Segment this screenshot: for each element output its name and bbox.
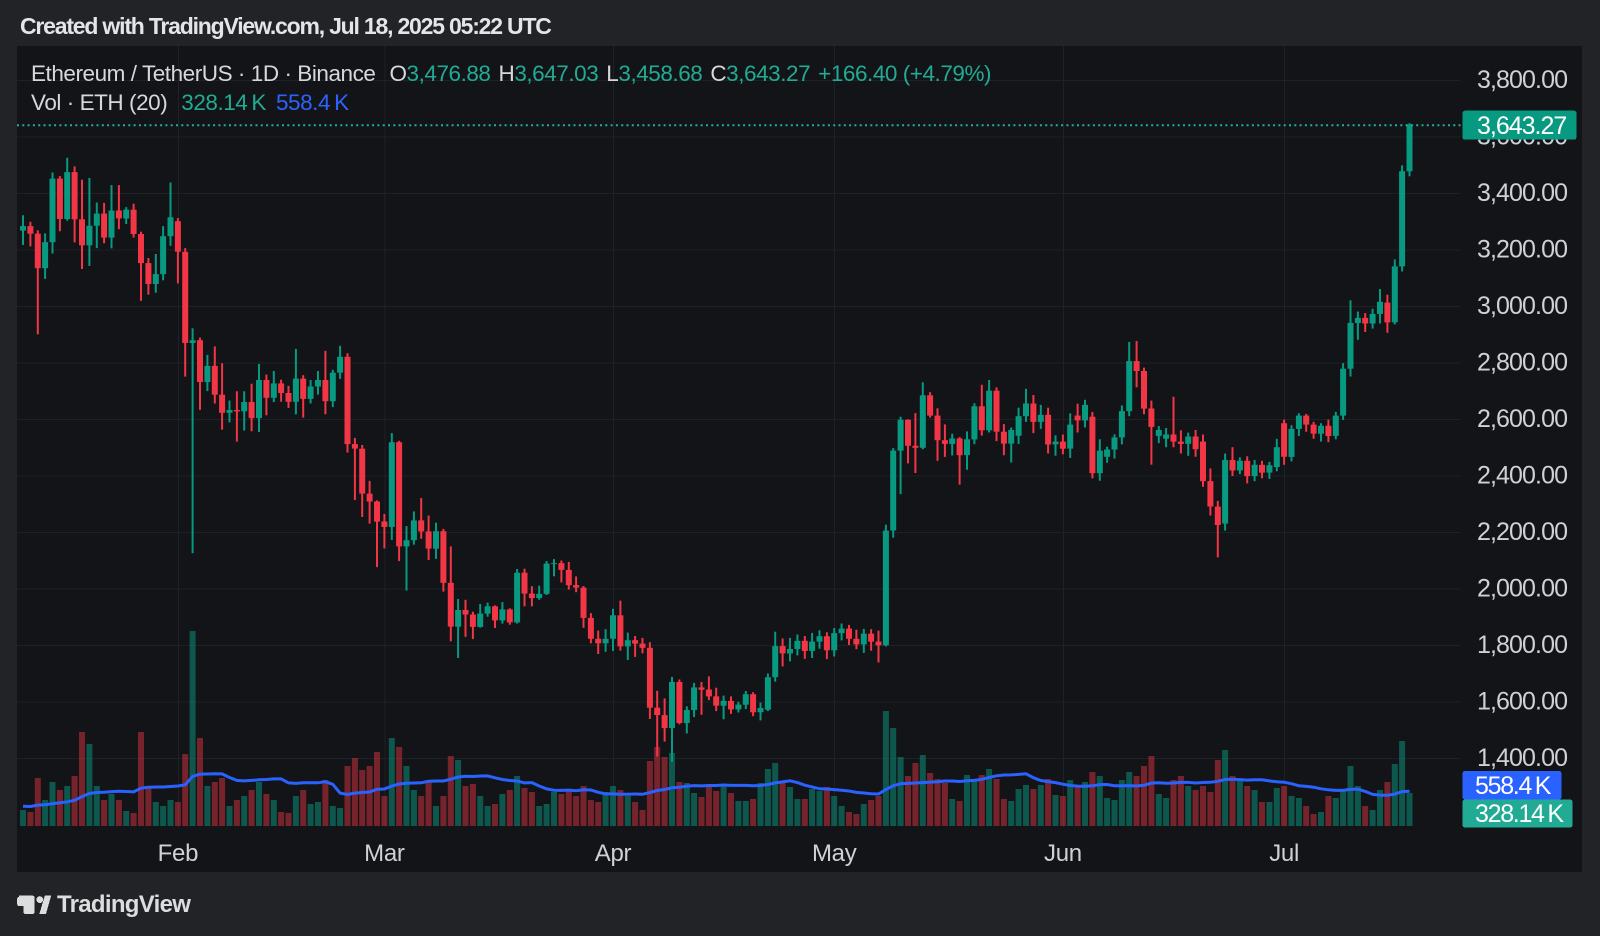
- svg-text:1,600.00: 1,600.00: [1477, 688, 1567, 716]
- svg-text:Feb: Feb: [158, 840, 198, 867]
- svg-text:Mar: Mar: [364, 840, 405, 867]
- svg-text:May: May: [812, 840, 857, 867]
- svg-text:Created with TradingView.com,: Created with TradingView.com, Jul 18, 20…: [20, 13, 551, 39]
- svg-text:2,600.00: 2,600.00: [1477, 405, 1567, 433]
- svg-text:TradingView: TradingView: [57, 891, 191, 918]
- svg-text:Ethereum / TetherUS · 1D · Bin: Ethereum / TetherUS · 1D · Binance O3,476…: [31, 61, 991, 86]
- svg-text:2,000.00: 2,000.00: [1477, 575, 1567, 603]
- svg-text:558.4 K: 558.4 K: [1475, 772, 1552, 800]
- svg-text:1,800.00: 1,800.00: [1477, 631, 1567, 659]
- svg-text:Jun: Jun: [1044, 840, 1082, 867]
- svg-text:Apr: Apr: [595, 840, 632, 867]
- svg-text:328.14 K: 328.14 K: [1475, 800, 1564, 828]
- svg-text:1,400.00: 1,400.00: [1477, 744, 1567, 772]
- svg-text:2,800.00: 2,800.00: [1477, 349, 1567, 377]
- svg-text:2,400.00: 2,400.00: [1477, 462, 1567, 490]
- svg-text:3,200.00: 3,200.00: [1477, 236, 1567, 264]
- svg-text:Jul: Jul: [1269, 840, 1299, 867]
- svg-text:3,800.00: 3,800.00: [1477, 66, 1567, 94]
- svg-text:3,643.27: 3,643.27: [1477, 112, 1566, 140]
- svg-text:2,200.00: 2,200.00: [1477, 518, 1567, 546]
- svg-text:3,400.00: 3,400.00: [1477, 179, 1567, 207]
- svg-text:3,000.00: 3,000.00: [1477, 292, 1567, 320]
